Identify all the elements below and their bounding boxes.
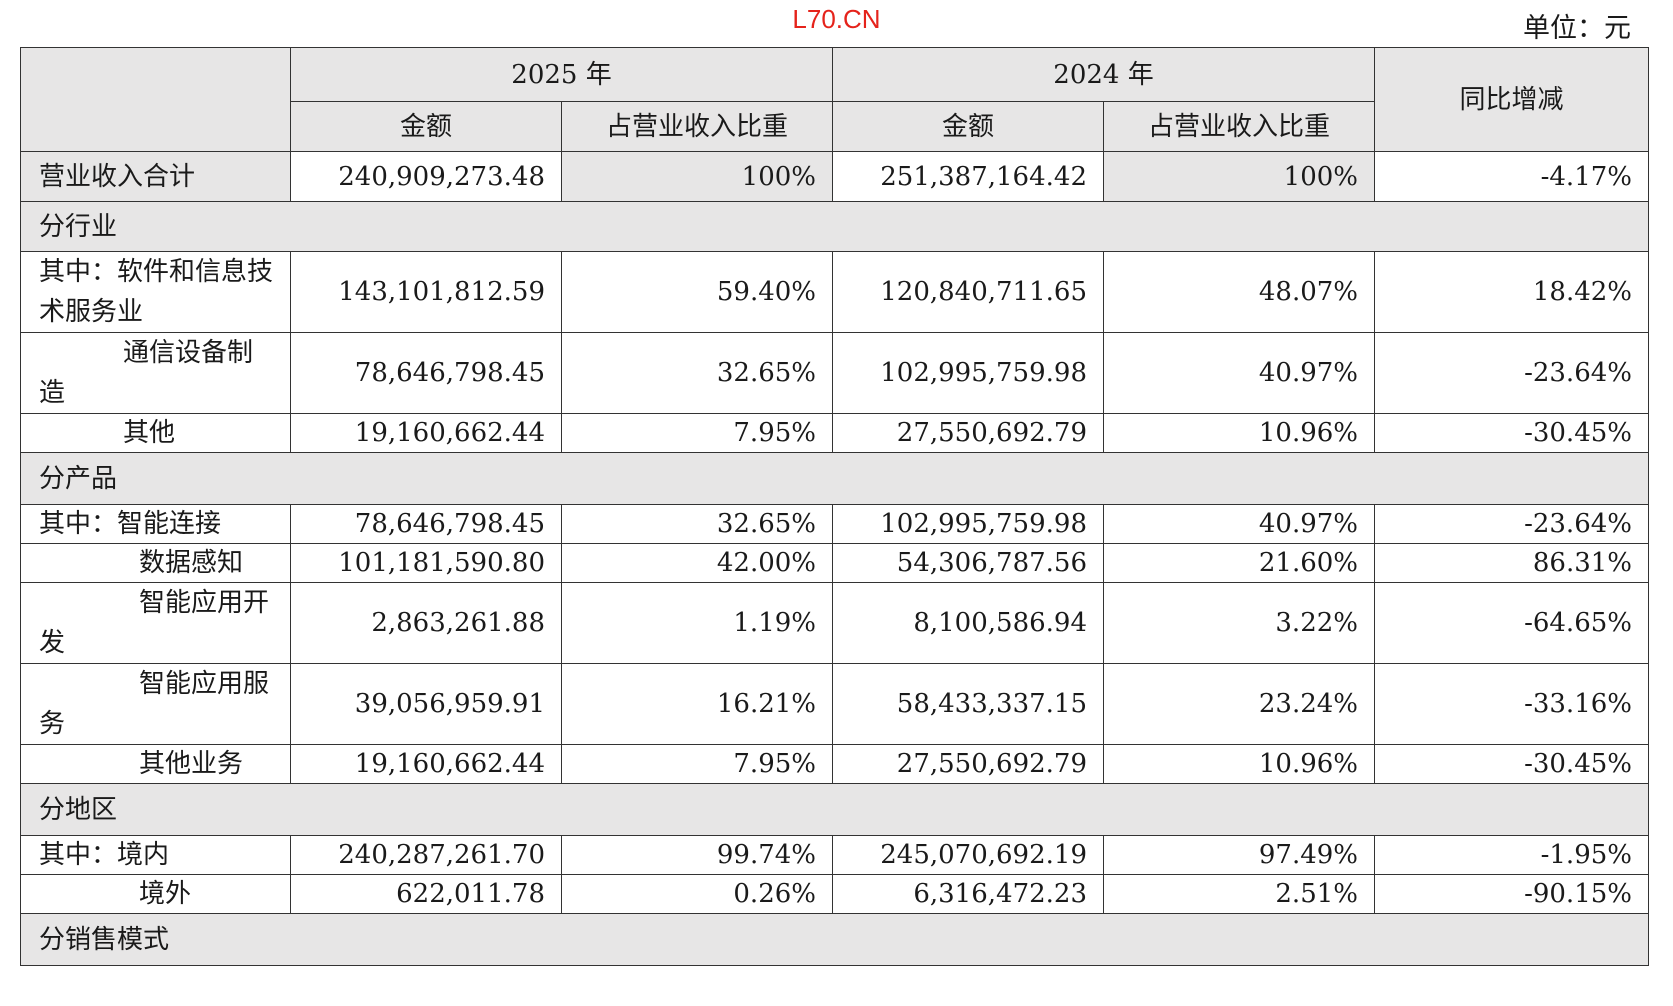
amount-2025: 78,646,798.45: [290, 332, 562, 414]
table-row: 其中：软件和信息技术服务业 143,101,812.59 59.40% 120,…: [20, 251, 1649, 333]
header-year-2024: 2024 年: [832, 47, 1375, 102]
yoy-change: -23.64%: [1374, 504, 1649, 544]
ratio-2024: 10.96%: [1103, 744, 1375, 784]
table-row: 智能应用开发 2,863,261.88 1.19% 8,100,586.94 3…: [20, 582, 1649, 664]
ratio-2025: 7.95%: [561, 413, 833, 453]
header-amount-2025: 金额: [290, 101, 562, 152]
amount-2024: 102,995,759.98: [832, 504, 1104, 544]
ratio-2025: 32.65%: [561, 504, 833, 544]
ratio-2025: 0.26%: [561, 874, 833, 914]
ratio-2025: 32.65%: [561, 332, 833, 414]
section-title: 分销售模式: [20, 913, 1649, 966]
row-label: 其中：软件和信息技术服务业: [20, 251, 291, 333]
header-yoy: 同比增减: [1374, 47, 1649, 152]
ratio-2025: 42.00%: [561, 543, 833, 583]
ratio-2024: 40.97%: [1103, 332, 1375, 414]
yoy-change: -4.17%: [1374, 151, 1649, 202]
row-label: 营业收入合计: [20, 151, 291, 202]
yoy-change: -23.64%: [1374, 332, 1649, 414]
row-label: 通信设备制造: [20, 332, 291, 414]
yoy-change: 18.42%: [1374, 251, 1649, 333]
ratio-2024: 21.60%: [1103, 543, 1375, 583]
row-label: 其他业务: [20, 744, 291, 784]
amount-2025: 19,160,662.44: [290, 744, 562, 784]
amount-2025: 101,181,590.80: [290, 543, 562, 583]
header-ratio-2025: 占营业收入比重: [561, 101, 833, 152]
header-row-years: 2025 年 2024 年 同比增减: [20, 47, 1649, 152]
amount-2024: 27,550,692.79: [832, 744, 1104, 784]
yoy-change: 86.31%: [1374, 543, 1649, 583]
total-row: 营业收入合计 240,909,273.48 100% 251,387,164.4…: [20, 151, 1649, 202]
yoy-change: -1.95%: [1374, 835, 1649, 875]
amount-2024: 27,550,692.79: [832, 413, 1104, 453]
yoy-change: -64.65%: [1374, 582, 1649, 664]
revenue-table: 2025 年 2024 年 同比增减 金额 占营业收入比重 金额 占营业收入比重…: [20, 47, 1649, 966]
ratio-2025: 99.74%: [561, 835, 833, 875]
amount-2024: 8,100,586.94: [832, 582, 1104, 664]
amount-2024: 54,306,787.56: [832, 543, 1104, 583]
amount-2024: 6,316,472.23: [832, 874, 1104, 914]
unit-label: 单位：元: [1523, 13, 1631, 44]
amount-2024: 251,387,164.42: [832, 151, 1104, 202]
table-row: 数据感知 101,181,590.80 42.00% 54,306,787.56…: [20, 543, 1649, 583]
section-row-sales-mode: 分销售模式: [20, 913, 1649, 966]
yoy-change: -30.45%: [1374, 744, 1649, 784]
ratio-2024: 100%: [1103, 151, 1375, 202]
header-amount-2024: 金额: [832, 101, 1104, 152]
ratio-2025: 16.21%: [561, 663, 833, 745]
amount-2024: 245,070,692.19: [832, 835, 1104, 875]
row-label: 其中：智能连接: [20, 504, 291, 544]
table-row: 通信设备制造 78,646,798.45 32.65% 102,995,759.…: [20, 332, 1649, 414]
table-row: 其中：智能连接 78,646,798.45 32.65% 102,995,759…: [20, 504, 1649, 544]
ratio-2024: 23.24%: [1103, 663, 1375, 745]
yoy-change: -30.45%: [1374, 413, 1649, 453]
ratio-2024: 40.97%: [1103, 504, 1375, 544]
table-row: 其中：境内 240,287,261.70 99.74% 245,070,692.…: [20, 835, 1649, 875]
section-title: 分产品: [20, 452, 1649, 505]
row-label: 境外: [20, 874, 291, 914]
yoy-change: -90.15%: [1374, 874, 1649, 914]
amount-2024: 102,995,759.98: [832, 332, 1104, 414]
row-label: 其他: [20, 413, 291, 453]
amount-2025: 39,056,959.91: [290, 663, 562, 745]
row-label: 智能应用服务: [20, 663, 291, 745]
table-row: 其他业务 19,160,662.44 7.95% 27,550,692.79 1…: [20, 744, 1649, 784]
header-ratio-2024: 占营业收入比重: [1103, 101, 1375, 152]
amount-2025: 240,287,261.70: [290, 835, 562, 875]
ratio-2024: 97.49%: [1103, 835, 1375, 875]
header-corner: [20, 47, 291, 152]
table-row: 其他 19,160,662.44 7.95% 27,550,692.79 10.…: [20, 413, 1649, 453]
header-year-2025: 2025 年: [290, 47, 833, 102]
amount-2025: 2,863,261.88: [290, 582, 562, 664]
ratio-2024: 2.51%: [1103, 874, 1375, 914]
ratio-2025: 1.19%: [561, 582, 833, 664]
ratio-2024: 3.22%: [1103, 582, 1375, 664]
ratio-2025: 7.95%: [561, 744, 833, 784]
table-row: 智能应用服务 39,056,959.91 16.21% 58,433,337.1…: [20, 663, 1649, 745]
ratio-2025: 59.40%: [561, 251, 833, 333]
yoy-change: -33.16%: [1374, 663, 1649, 745]
row-label: 其中：境内: [20, 835, 291, 875]
amount-2025: 622,011.78: [290, 874, 562, 914]
ratio-2025: 100%: [561, 151, 833, 202]
row-label: 数据感知: [20, 543, 291, 583]
amount-2025: 240,909,273.48: [290, 151, 562, 202]
section-row-product: 分产品: [20, 452, 1649, 505]
amount-2025: 78,646,798.45: [290, 504, 562, 544]
section-row-industry: 分行业: [20, 201, 1649, 252]
ratio-2024: 10.96%: [1103, 413, 1375, 453]
watermark: L70.CN: [792, 4, 881, 34]
amount-2024: 58,433,337.15: [832, 663, 1104, 745]
amount-2024: 120,840,711.65: [832, 251, 1104, 333]
amount-2025: 143,101,812.59: [290, 251, 562, 333]
row-label: 智能应用开发: [20, 582, 291, 664]
amount-2025: 19,160,662.44: [290, 413, 562, 453]
header-row-columns: 金额 占营业收入比重 金额 占营业收入比重: [21, 101, 1649, 152]
section-row-region: 分地区: [20, 783, 1649, 836]
table-row: 境外 622,011.78 0.26% 6,316,472.23 2.51% -…: [20, 874, 1649, 914]
section-title: 分地区: [20, 783, 1649, 836]
section-title: 分行业: [20, 201, 1649, 252]
ratio-2024: 48.07%: [1103, 251, 1375, 333]
